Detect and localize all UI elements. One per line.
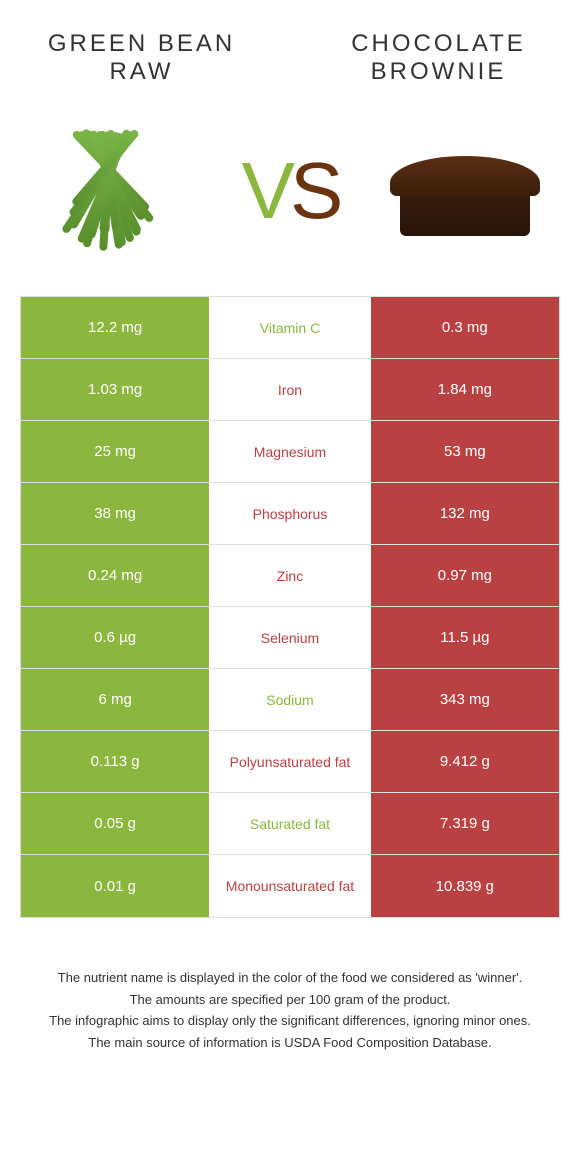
- infographic-container: Green bean raw Chocolate brownie VS 12.2…: [0, 0, 580, 1084]
- vs-letter-v: V: [242, 146, 290, 235]
- cell-nutrient-label: Vitamin C: [209, 297, 370, 358]
- cell-left-value: 0.24 mg: [21, 545, 209, 606]
- brownie-image: [390, 116, 540, 266]
- cell-nutrient-label: Iron: [209, 359, 370, 420]
- cell-right-value: 53 mg: [371, 421, 559, 482]
- green-bean-image: [40, 116, 190, 266]
- cell-right-value: 0.97 mg: [371, 545, 559, 606]
- footer-notes: The nutrient name is displayed in the co…: [20, 968, 560, 1052]
- cell-left-value: 12.2 mg: [21, 297, 209, 358]
- cell-right-value: 10.839 g: [371, 855, 559, 917]
- cell-left-value: 0.01 g: [21, 855, 209, 917]
- title-right: Chocolate brownie: [317, 30, 560, 86]
- footer-line: The infographic aims to display only the…: [40, 1011, 540, 1031]
- images-row: VS: [20, 106, 560, 296]
- cell-right-value: 11.5 µg: [371, 607, 559, 668]
- cell-left-value: 38 mg: [21, 483, 209, 544]
- table-row: 1.03 mgIron1.84 mg: [21, 359, 559, 421]
- table-row: 0.6 µgSelenium11.5 µg: [21, 607, 559, 669]
- table-row: 6 mgSodium343 mg: [21, 669, 559, 731]
- cell-left-value: 1.03 mg: [21, 359, 209, 420]
- table-row: 38 mgPhosphorus132 mg: [21, 483, 559, 545]
- footer-line: The main source of information is USDA F…: [40, 1033, 540, 1053]
- table-row: 0.05 gSaturated fat7.319 g: [21, 793, 559, 855]
- vs-label: VS: [242, 145, 339, 237]
- cell-right-value: 132 mg: [371, 483, 559, 544]
- cell-nutrient-label: Polyunsaturated fat: [209, 731, 370, 792]
- cell-right-value: 1.84 mg: [371, 359, 559, 420]
- header-row: Green bean raw Chocolate brownie: [20, 30, 560, 86]
- cell-right-value: 7.319 g: [371, 793, 559, 854]
- table-row: 0.113 gPolyunsaturated fat9.412 g: [21, 731, 559, 793]
- cell-nutrient-label: Zinc: [209, 545, 370, 606]
- footer-line: The amounts are specified per 100 gram o…: [40, 990, 540, 1010]
- table-row: 25 mgMagnesium53 mg: [21, 421, 559, 483]
- cell-left-value: 0.05 g: [21, 793, 209, 854]
- cell-nutrient-label: Sodium: [209, 669, 370, 730]
- table-row: 0.01 gMonounsaturated fat10.839 g: [21, 855, 559, 917]
- cell-right-value: 0.3 mg: [371, 297, 559, 358]
- cell-left-value: 25 mg: [21, 421, 209, 482]
- cell-right-value: 343 mg: [371, 669, 559, 730]
- title-left: Green bean raw: [20, 30, 263, 86]
- cell-nutrient-label: Monounsaturated fat: [209, 855, 370, 917]
- table-row: 12.2 mgVitamin C0.3 mg: [21, 297, 559, 359]
- cell-right-value: 9.412 g: [371, 731, 559, 792]
- cell-nutrient-label: Magnesium: [209, 421, 370, 482]
- vs-letter-s: S: [290, 146, 338, 235]
- cell-nutrient-label: Selenium: [209, 607, 370, 668]
- footer-line: The nutrient name is displayed in the co…: [40, 968, 540, 988]
- cell-nutrient-label: Phosphorus: [209, 483, 370, 544]
- cell-nutrient-label: Saturated fat: [209, 793, 370, 854]
- nutrient-table: 12.2 mgVitamin C0.3 mg1.03 mgIron1.84 mg…: [20, 296, 560, 918]
- cell-left-value: 6 mg: [21, 669, 209, 730]
- cell-left-value: 0.113 g: [21, 731, 209, 792]
- cell-left-value: 0.6 µg: [21, 607, 209, 668]
- table-row: 0.24 mgZinc0.97 mg: [21, 545, 559, 607]
